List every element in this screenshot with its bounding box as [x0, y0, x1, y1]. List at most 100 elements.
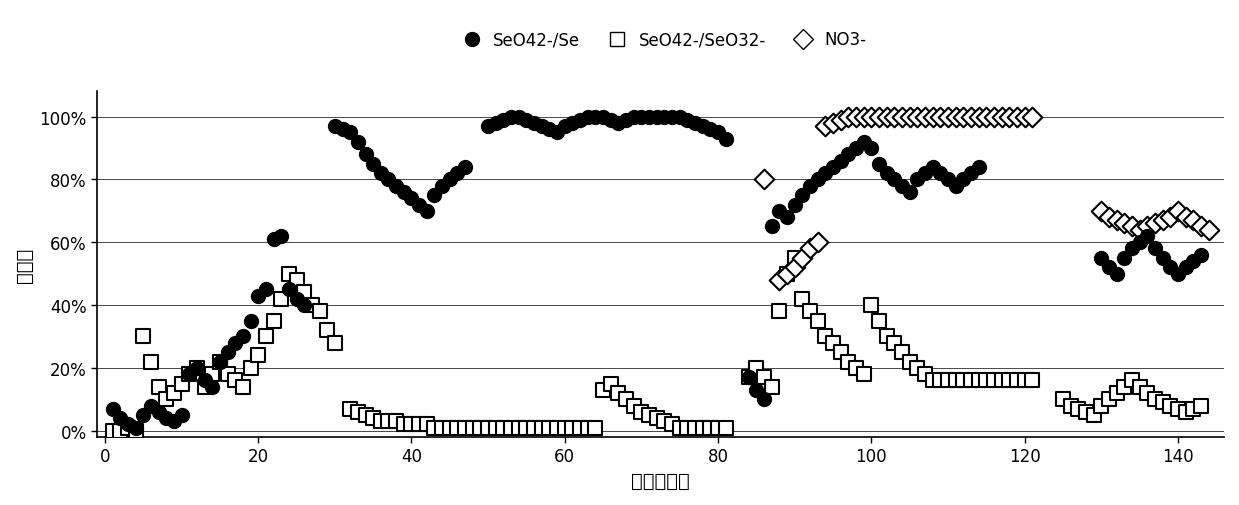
Point	[209, 358, 229, 366]
Point	[279, 270, 299, 278]
Point	[738, 374, 758, 382]
Point	[455, 424, 475, 432]
Point	[1161, 264, 1181, 272]
Point	[409, 201, 429, 209]
Point	[808, 239, 828, 247]
Point	[907, 113, 927, 121]
Point	[141, 358, 161, 366]
Point	[923, 377, 943, 385]
Point	[716, 135, 736, 143]
Point	[447, 424, 467, 432]
Point	[639, 411, 659, 419]
Point	[608, 120, 628, 128]
Point	[180, 370, 199, 378]
Point	[149, 408, 169, 416]
Point	[601, 380, 621, 388]
Point	[777, 214, 797, 222]
Point	[509, 424, 529, 432]
Point	[854, 138, 873, 146]
Point	[310, 308, 330, 316]
Point	[1092, 255, 1111, 263]
Point	[1106, 389, 1126, 397]
Point	[539, 126, 559, 134]
Point	[647, 113, 667, 121]
Point	[800, 182, 820, 190]
Point	[325, 339, 344, 347]
Point	[164, 418, 183, 426]
Point	[846, 144, 866, 153]
Point	[225, 377, 245, 385]
Point	[984, 377, 1004, 385]
Point	[1152, 217, 1172, 225]
Point	[831, 116, 851, 124]
Point	[923, 164, 943, 172]
Point	[593, 113, 613, 121]
Point	[548, 129, 567, 137]
Point	[264, 317, 284, 325]
Point	[348, 138, 368, 146]
Point	[440, 176, 460, 184]
Point	[1099, 395, 1119, 403]
Point	[325, 123, 344, 131]
Point	[984, 113, 1004, 121]
Point	[900, 113, 919, 121]
Point	[869, 317, 888, 325]
Point	[892, 113, 912, 121]
Point	[716, 424, 736, 432]
Point	[1106, 270, 1126, 278]
Point	[900, 358, 919, 366]
Point	[586, 113, 606, 121]
Point	[755, 374, 774, 382]
Point	[332, 126, 352, 134]
Point	[961, 170, 981, 178]
Point	[593, 386, 613, 394]
Point	[317, 327, 337, 335]
Point	[670, 424, 690, 432]
Point	[187, 364, 207, 372]
Point	[793, 295, 813, 303]
Point	[1137, 232, 1157, 240]
Point	[103, 405, 123, 413]
Point	[248, 292, 268, 300]
Point	[1145, 220, 1165, 228]
Point	[700, 126, 720, 134]
Point	[800, 245, 820, 253]
Point	[509, 113, 529, 121]
Point	[945, 113, 965, 121]
Point	[1152, 398, 1172, 407]
Point	[555, 424, 575, 432]
Point	[341, 405, 361, 413]
Point	[548, 424, 567, 432]
Point	[586, 424, 606, 432]
Point	[815, 123, 835, 131]
Point	[670, 113, 690, 121]
Point	[225, 339, 245, 347]
Point	[348, 408, 368, 416]
Point	[885, 176, 904, 184]
Point	[471, 424, 491, 432]
Legend: SeO42-/Se, SeO42-/SeO32-, NO3-: SeO42-/Se, SeO42-/SeO32-, NO3-	[449, 25, 873, 56]
Point	[1183, 405, 1203, 413]
Point	[662, 421, 681, 429]
Point	[1199, 226, 1219, 234]
Point	[577, 424, 597, 432]
Point	[1152, 255, 1172, 263]
Point	[1137, 389, 1157, 397]
Point	[1176, 214, 1196, 222]
Point	[869, 160, 888, 168]
Point	[938, 113, 958, 121]
Point	[854, 113, 873, 121]
Point	[777, 270, 797, 278]
Point	[1183, 258, 1203, 266]
Point	[1168, 405, 1188, 413]
Point	[762, 383, 782, 391]
Point	[1123, 223, 1142, 231]
Point	[885, 113, 904, 121]
Y-axis label: 去除率: 去除率	[15, 247, 33, 282]
Point	[678, 116, 698, 124]
Point	[271, 232, 291, 240]
Point	[624, 402, 644, 410]
Point	[991, 377, 1011, 385]
Point	[823, 164, 843, 172]
Point	[1061, 402, 1080, 410]
